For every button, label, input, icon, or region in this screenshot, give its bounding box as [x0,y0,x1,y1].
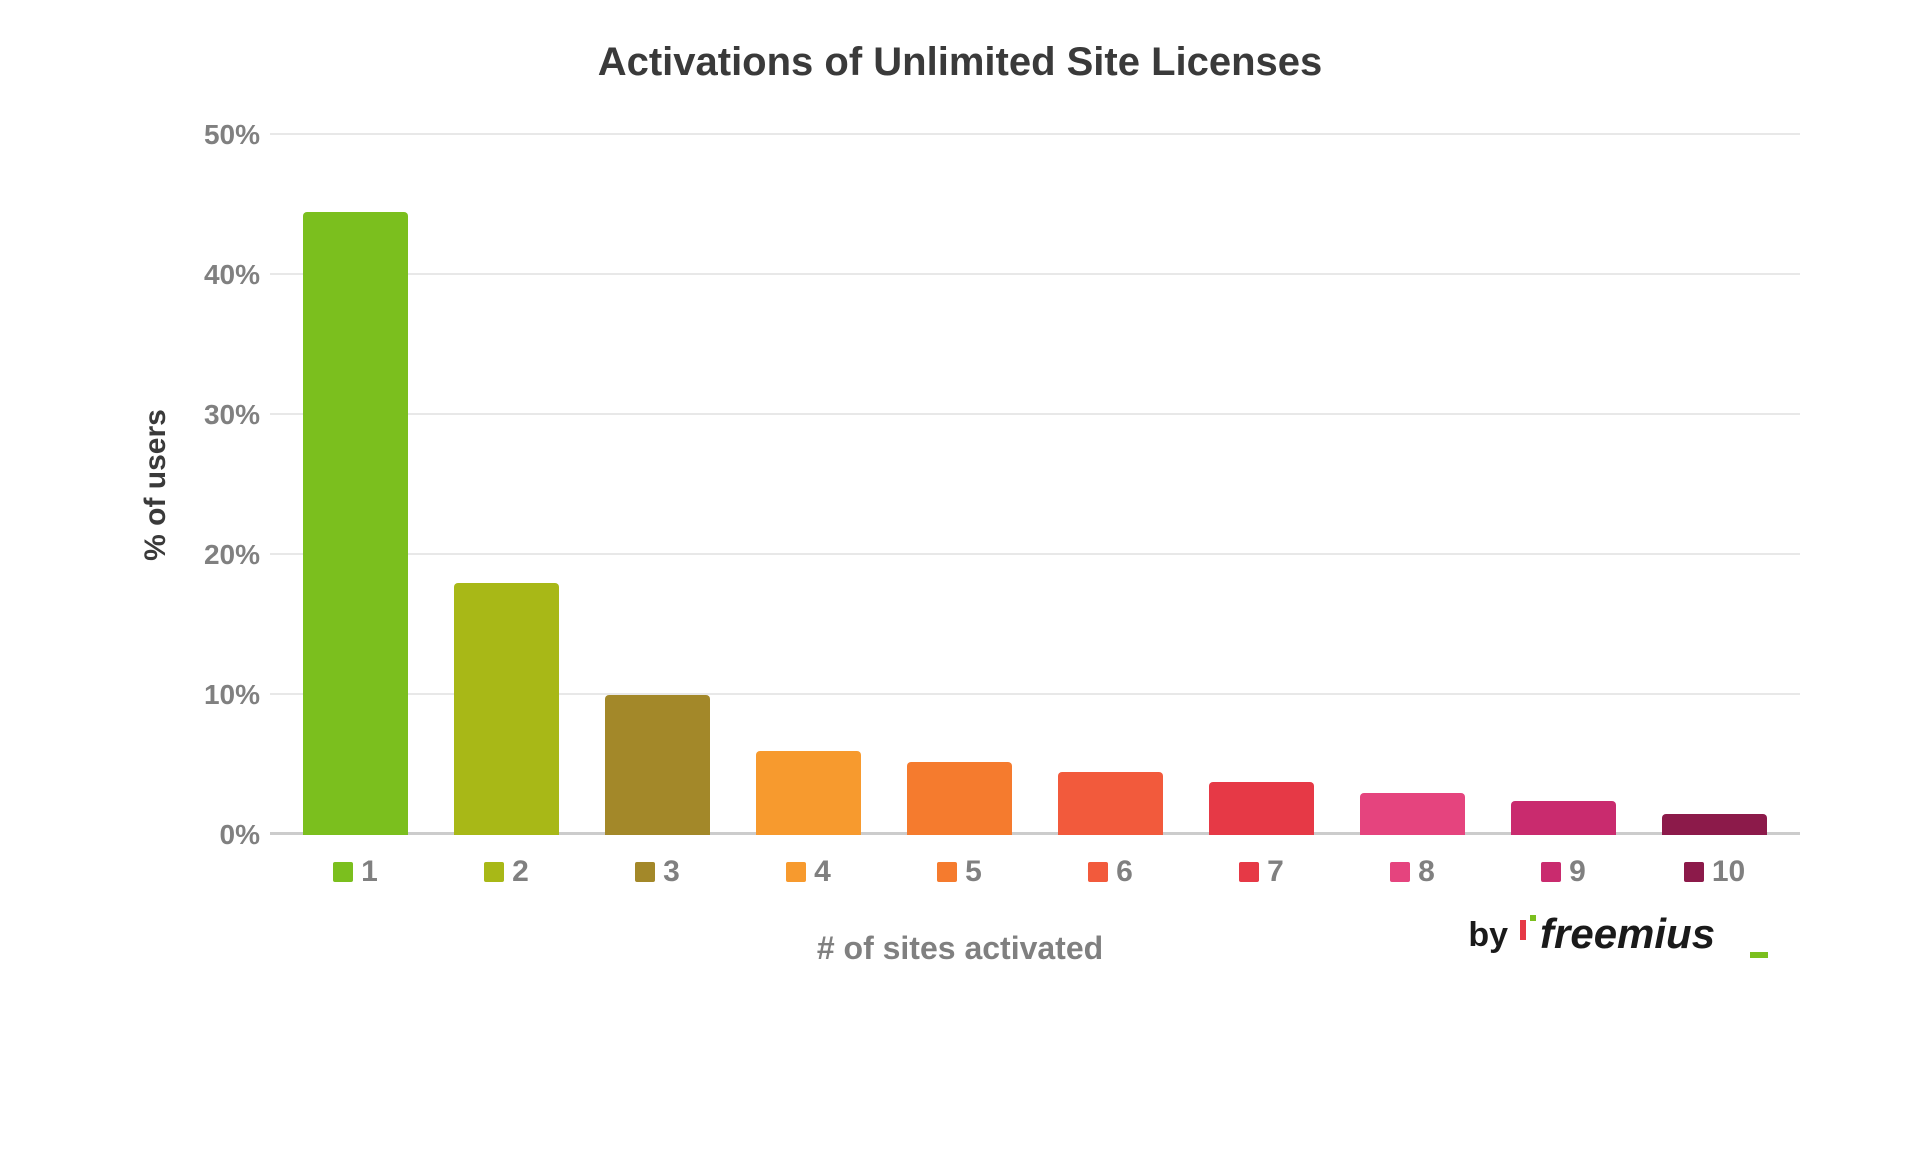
legend-label: 3 [663,855,680,889]
bar [1662,814,1768,835]
legend-item: 10 [1639,855,1790,889]
legend-swatch [333,862,353,882]
legend-swatch [1390,862,1410,882]
legend-label: 9 [1569,855,1586,889]
bar [605,695,711,835]
legend-item: 5 [884,855,1035,889]
y-tick-label: 20% [190,539,260,571]
chart-container: Activations of Unlimited Site Licenses %… [40,40,1880,1112]
legend-item: 9 [1488,855,1639,889]
chart-area: % of users 0%10%20%30%40%50% [200,135,1800,835]
y-tick-label: 10% [190,679,260,711]
legend-label: 6 [1116,855,1133,889]
y-axis-label: % of users [139,409,173,561]
svg-text:freemius: freemius [1540,910,1715,957]
legend-swatch [635,862,655,882]
legend-label: 8 [1418,855,1435,889]
freemius-logo: freemius [1520,910,1800,960]
bar-wrapper [431,135,582,835]
bar [1360,793,1466,835]
legend-swatch [484,862,504,882]
legend-item: 2 [431,855,582,889]
bar-wrapper [582,135,733,835]
legend: 1 2 3 4 5 6 7 8 9 10 [270,855,1800,889]
y-tick-label: 0% [190,819,260,851]
legend-swatch [1684,862,1704,882]
bar-wrapper [1488,135,1639,835]
legend-label: 4 [814,855,831,889]
legend-swatch [937,862,957,882]
bar [907,762,1013,835]
legend-swatch [1541,862,1561,882]
legend-swatch [786,862,806,882]
y-tick-label: 40% [190,259,260,291]
bar [303,212,409,835]
bar-wrapper [280,135,431,835]
legend-item: 3 [582,855,733,889]
bar-wrapper [1186,135,1337,835]
bar-wrapper [1035,135,1186,835]
legend-item: 4 [733,855,884,889]
bar [454,583,560,835]
chart-title: Activations of Unlimited Site Licenses [40,40,1880,85]
legend-label: 5 [965,855,982,889]
legend-item: 6 [1035,855,1186,889]
bar [1209,782,1315,835]
legend-item: 7 [1186,855,1337,889]
legend-label: 7 [1267,855,1284,889]
attribution-prefix: by [1468,916,1508,955]
legend-label: 2 [512,855,529,889]
bar [756,751,862,835]
y-tick-label: 30% [190,399,260,431]
legend-swatch [1239,862,1259,882]
legend-item: 1 [280,855,431,889]
bars-area [270,135,1800,835]
attribution: by freemius [1468,910,1800,960]
legend-item: 8 [1337,855,1488,889]
bar-wrapper [1337,135,1488,835]
bar [1058,772,1164,835]
y-tick-label: 50% [190,119,260,151]
bar-wrapper [884,135,1035,835]
legend-label: 1 [361,855,378,889]
bar-wrapper [1639,135,1790,835]
legend-label: 10 [1712,855,1745,889]
legend-swatch [1088,862,1108,882]
bar-wrapper [733,135,884,835]
bar [1511,801,1617,835]
